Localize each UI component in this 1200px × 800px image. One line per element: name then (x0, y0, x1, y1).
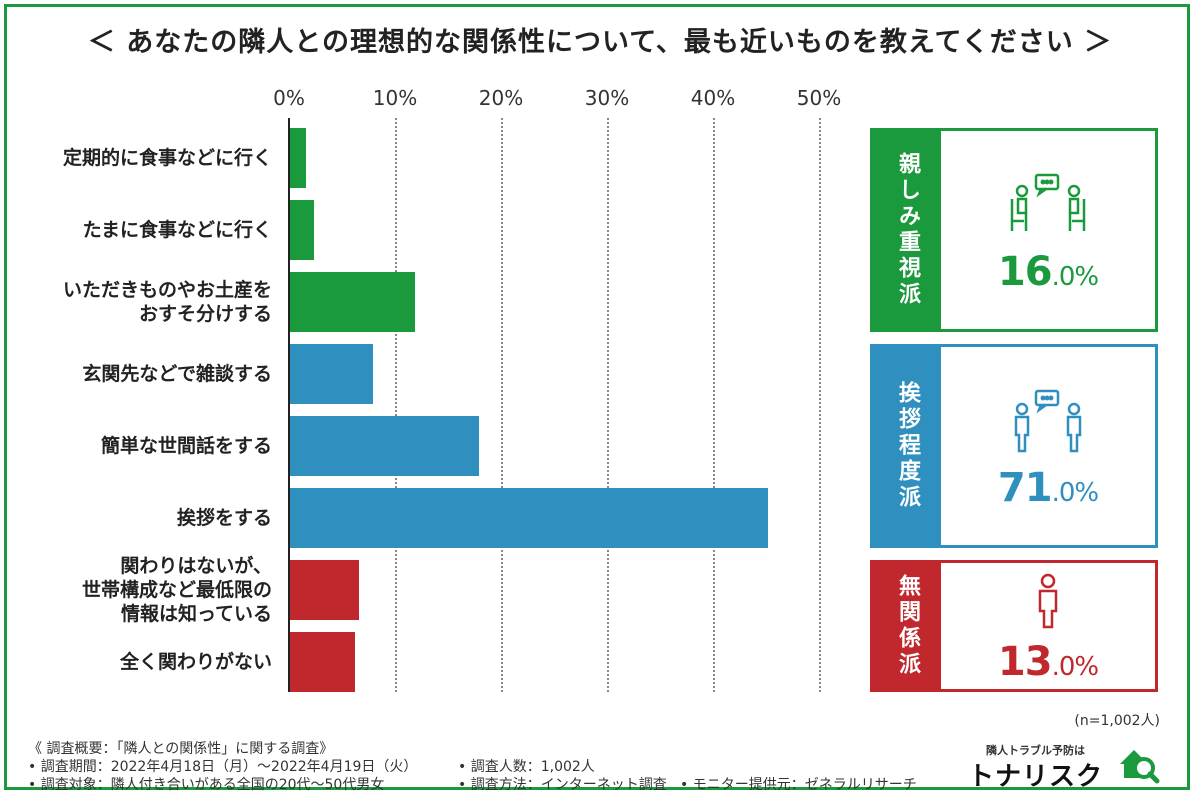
gridline (819, 118, 821, 692)
bar (289, 272, 416, 332)
sample-size-label: (n=1,002人) (1074, 713, 1160, 729)
survey-method: • 調査方法：インターネット調査 (458, 777, 667, 793)
group-percentage: 71.0% (941, 465, 1155, 511)
group-panel-side: 無関係派 (873, 563, 941, 689)
group-percentage-integer: 13 (997, 639, 1053, 685)
group-panel-greeting: 挨拶程度派 71.0% (870, 344, 1158, 548)
group-percentage: 16.0% (941, 249, 1155, 295)
logo-name: トナリスク (968, 762, 1104, 792)
x-tick-label: 40% (690, 86, 736, 110)
group-percentage-decimal: .0% (1051, 262, 1100, 292)
x-tick-label: 10% (372, 86, 418, 110)
two-people-chatting-seated-icon (1008, 173, 1088, 241)
group-panel-closeness: 親しみ重視派 16.0% (870, 128, 1158, 332)
survey-monitor: • モニター提供元：ゼネラルリサーチ (680, 777, 917, 793)
group-percentage-decimal: .0% (1051, 652, 1100, 682)
group-panel-side: 親しみ重視派 (873, 131, 941, 329)
logo-tagline: 隣人トラブル予防は (986, 744, 1085, 757)
category-label: 関わりはないが、 世帯構成など最低限の 情報は知っている (81, 555, 272, 625)
category-label: たまに食事などに行く (82, 219, 272, 241)
gridline (501, 118, 503, 692)
bar (289, 200, 315, 260)
bar (289, 416, 479, 476)
bar (289, 488, 769, 548)
single-person-icon (1028, 573, 1068, 633)
group-percentage: 13.0% (941, 639, 1155, 685)
category-label: 玄関先などで雑談する (82, 363, 272, 385)
survey-count: • 調査人数：1,002人 (458, 759, 595, 775)
bar (289, 344, 373, 404)
x-tick-label: 0% (273, 86, 305, 110)
group-panel-body: 71.0% (941, 347, 1155, 545)
group-panel-body: 16.0% (941, 131, 1155, 329)
group-panel-none: 無関係派 13.0% (870, 560, 1158, 692)
category-label: 定期的に食事などに行く (62, 147, 272, 169)
two-people-chatting-standing-icon (1008, 389, 1088, 457)
x-tick-label: 30% (584, 86, 630, 110)
house-magnifier-icon (1120, 750, 1160, 784)
survey-target: • 調査対象：隣人付き合いがある全国の20代〜50代男女 (28, 777, 385, 793)
group-percentage-integer: 16 (997, 249, 1053, 295)
group-name: 親しみ重視派 (895, 152, 920, 308)
group-percentage-decimal: .0% (1051, 478, 1100, 508)
category-label: 挨拶をする (176, 507, 272, 529)
category-label: 簡単な世間話をする (100, 435, 272, 457)
category-label: いただきものやお土産を おすそ分けする (62, 279, 272, 325)
category-label: 全く関わりがない (119, 651, 272, 673)
gridline (607, 118, 609, 692)
gridline (395, 118, 397, 692)
chart-frame (4, 4, 1190, 790)
bar (289, 560, 359, 620)
group-name: 挨拶程度派 (895, 381, 920, 511)
brand-logo: 隣人トラブル予防は トナリスク (968, 742, 1168, 792)
group-panel-side: 挨拶程度派 (873, 347, 941, 545)
chart-title: ＜ あなたの隣人との理想的な関係性について、最も近いものを教えてください ＞ (87, 27, 1113, 58)
gridline (713, 118, 715, 692)
bar (289, 632, 355, 692)
x-tick-label: 20% (478, 86, 524, 110)
group-name: 無関係派 (895, 574, 920, 678)
survey-period: • 調査期間：2022年4月18日（月）〜2022年4月19日（火） (28, 759, 418, 775)
survey-overview-title: 《 調査概要：「隣人との関係性」に関する調査》 (28, 741, 334, 757)
y-axis-line (288, 118, 290, 692)
x-tick-label: 50% (796, 86, 842, 110)
group-percentage-integer: 71 (997, 465, 1053, 511)
group-panel-body: 13.0% (941, 563, 1155, 689)
bar (289, 128, 306, 188)
